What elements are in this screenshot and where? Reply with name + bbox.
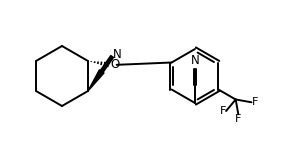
Text: N: N (113, 49, 122, 61)
Text: F: F (235, 114, 242, 124)
Text: N: N (191, 54, 200, 67)
Text: F: F (251, 97, 258, 107)
Text: O: O (111, 58, 120, 71)
Text: F: F (220, 106, 226, 116)
Polygon shape (88, 70, 104, 91)
